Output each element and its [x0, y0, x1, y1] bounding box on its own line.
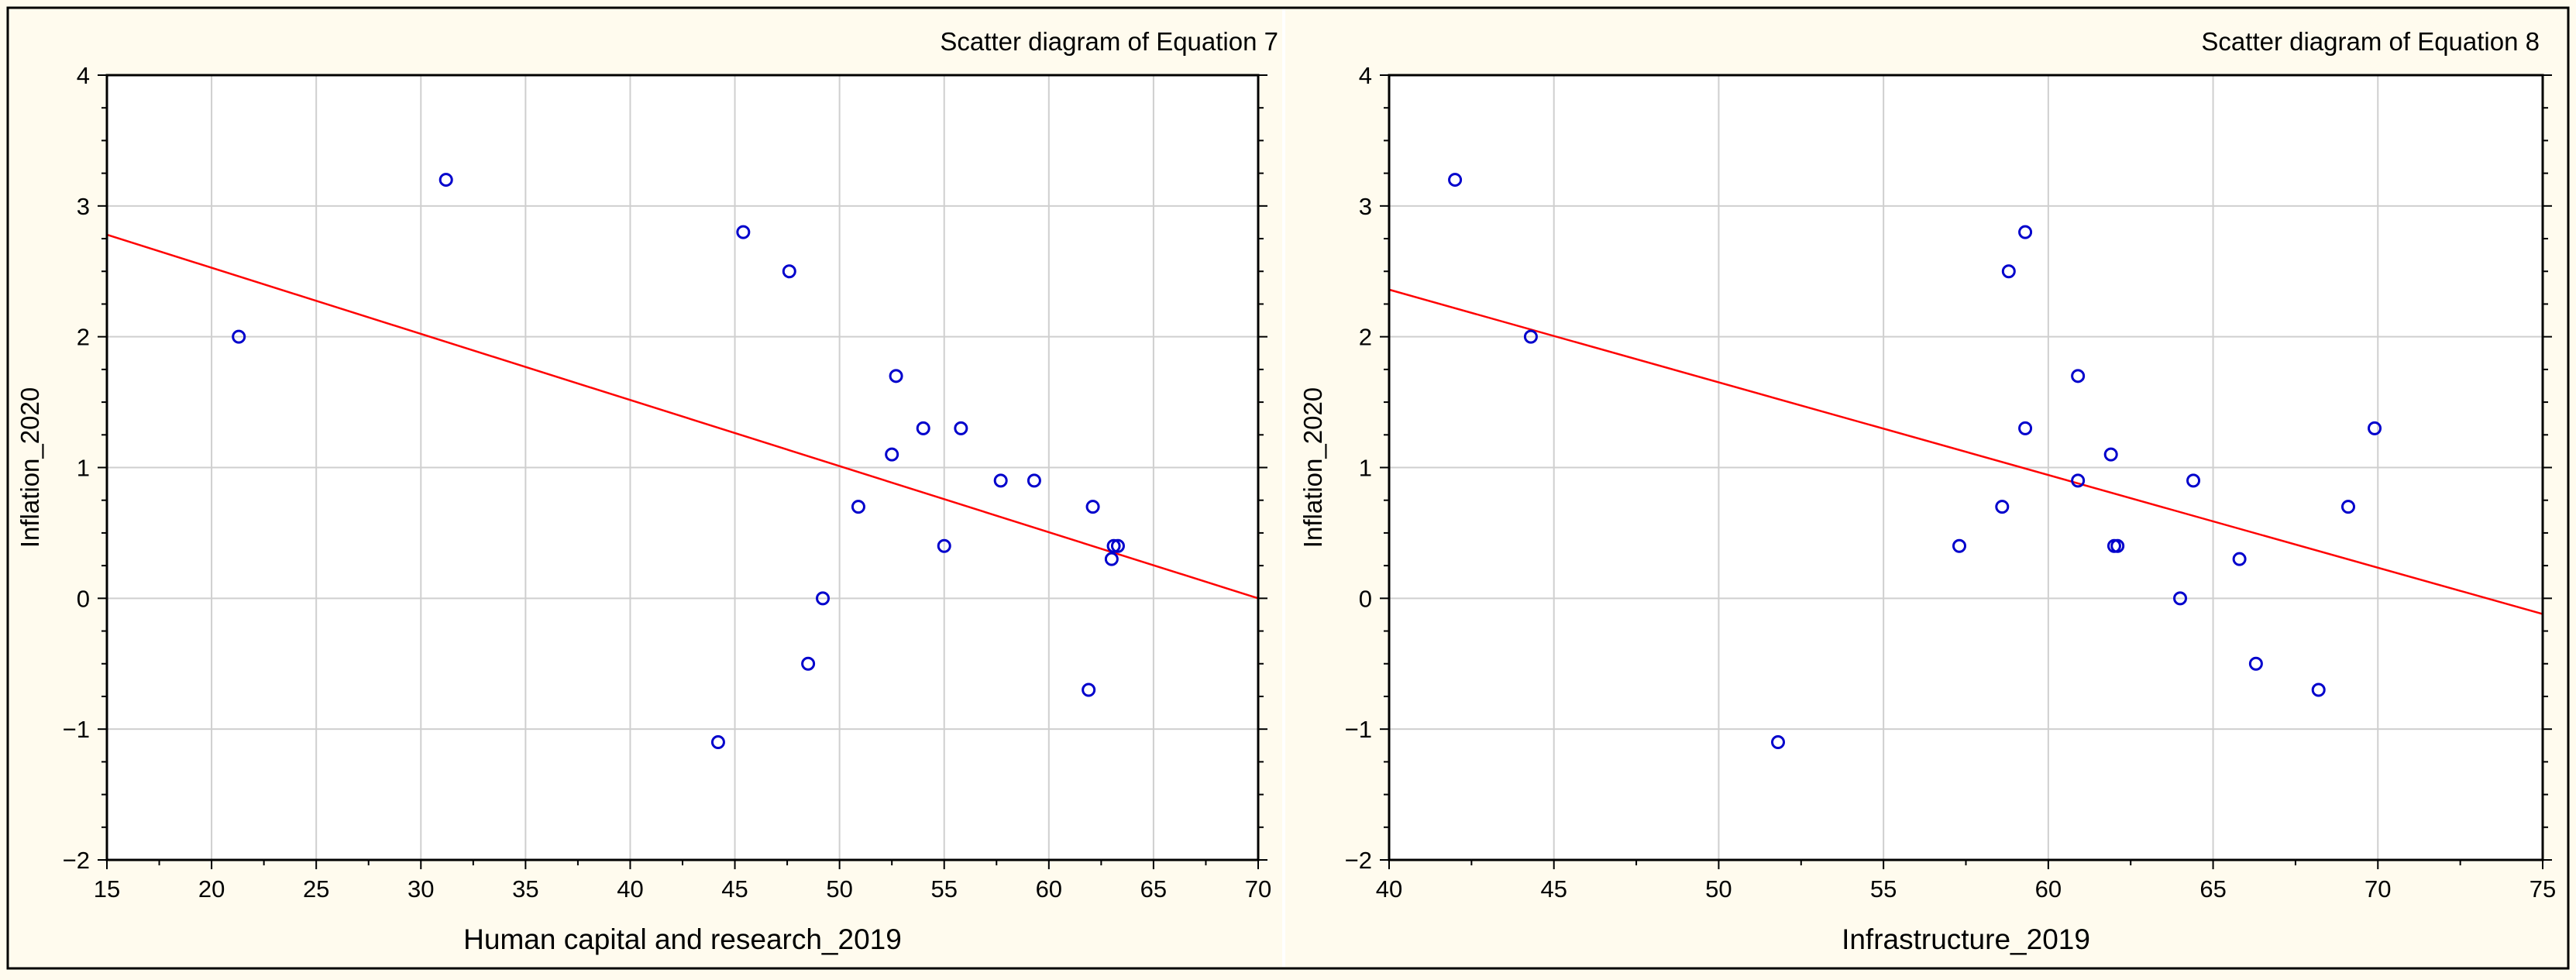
x-tick-label: 70 [2364, 875, 2391, 903]
x-tick-label: 40 [617, 875, 643, 903]
data-points [232, 173, 1125, 750]
y-tick-label: 4 [77, 62, 90, 89]
x-tick-label: 20 [198, 875, 225, 903]
data-point [954, 421, 968, 435]
data-point [1110, 538, 1125, 553]
x-axis-label: Human capital and research_2019 [463, 923, 902, 955]
y-tick-label: −2 [63, 847, 90, 874]
data-point [2368, 421, 2382, 435]
regression-line [106, 233, 1259, 600]
y-tick-label: −1 [1345, 716, 1372, 743]
data-point [1952, 538, 1966, 553]
panel-divider [1282, 9, 1285, 967]
x-tick-label: 35 [512, 875, 538, 903]
y-axis-label: Inflation_2020 [1298, 387, 1327, 548]
y-tick-label: 3 [77, 193, 90, 220]
data-point [937, 538, 951, 553]
y-tick-label: 3 [1359, 193, 1372, 220]
y-tick-label: −1 [63, 716, 90, 743]
x-tick-label: 50 [1705, 875, 1732, 903]
data-point [1085, 500, 1100, 514]
axis-ticks: 40 45 50 55 60 65 70 75 −2 −1 0 1 2 3 4 [1345, 62, 2557, 903]
axis-ticks: 15 20 25 30 35 40 45 50 55 60 65 70 −2 −1 0 1 2 3 4 [63, 62, 1272, 903]
data-point [2071, 369, 2086, 383]
x-tick-label: 25 [303, 875, 329, 903]
data-point [2018, 421, 2033, 435]
x-tick-label: 70 [1245, 875, 1271, 903]
data-point [2186, 473, 2201, 488]
y-tick-label: 1 [1359, 455, 1372, 482]
data-point [2248, 656, 2263, 671]
x-axis-label: Infrastructure_2019 [1842, 923, 2090, 955]
data-point [816, 591, 831, 606]
y-tick-label: −2 [1345, 847, 1372, 874]
y-tick-label: 2 [77, 324, 90, 351]
x-tick-label: 65 [2199, 875, 2226, 903]
data-point [1523, 329, 1538, 344]
data-point [2311, 683, 2326, 697]
chart-title: Scatter diagram of Equation 8 [2201, 27, 2540, 56]
data-point [710, 735, 725, 750]
x-tick-label: 60 [2035, 875, 2062, 903]
data-point [801, 656, 816, 671]
x-tick-label: 55 [1870, 875, 1897, 903]
data-point [2110, 538, 2125, 553]
data-point [439, 173, 453, 187]
plot-border [1388, 74, 2544, 861]
data-point [736, 225, 751, 239]
data-point [2232, 552, 2247, 566]
y-tick-label: 4 [1359, 62, 1372, 89]
data-point [2173, 591, 2188, 606]
data-point [1771, 735, 1786, 750]
x-tick-label: 30 [408, 875, 434, 903]
y-tick-label: 1 [77, 455, 90, 482]
y-tick-label: 2 [1359, 324, 1372, 351]
data-point [2340, 500, 2355, 514]
x-tick-label: 45 [1540, 875, 1567, 903]
data-point [889, 369, 903, 383]
x-tick-label: 65 [1140, 875, 1167, 903]
data-point [993, 473, 1008, 488]
x-tick-label: 40 [1376, 875, 1402, 903]
data-point [885, 447, 899, 462]
data-point [2103, 447, 2118, 462]
fit-line-layer [1388, 288, 2543, 615]
x-tick-label: 60 [1036, 875, 1062, 903]
data-point [1027, 473, 1041, 488]
data-point [916, 421, 930, 435]
y-tick-label: 0 [77, 585, 90, 612]
data-point [782, 264, 796, 279]
x-tick-label: 50 [826, 875, 852, 903]
data-points [1448, 173, 2382, 750]
x-tick-label: 45 [721, 875, 748, 903]
data-point [1995, 500, 2010, 514]
data-point [1448, 173, 1463, 187]
x-tick-label: 75 [2530, 875, 2556, 903]
chart-title: Scatter diagram of Equation 7 [940, 27, 1278, 56]
x-tick-label: 55 [930, 875, 957, 903]
data-point [2001, 264, 2016, 279]
data-point [232, 329, 246, 344]
scatter-panel-equation-8: 40 45 50 55 60 65 70 75 −2 −1 0 1 2 3 4 Scatter diagra… [1298, 27, 2556, 955]
data-point [2071, 473, 2086, 488]
regression-line [1388, 288, 2543, 615]
data-point [1082, 683, 1096, 697]
scatter-panel-equation-7: 15 20 25 30 35 40 45 50 55 60 65 70 −2 −1 0 1 2 3 4 Scatte… [15, 27, 1278, 955]
data-point [1104, 552, 1119, 566]
data-point [851, 500, 865, 514]
y-axis-label: Inflation_2020 [15, 387, 44, 548]
fit-line-layer [106, 233, 1259, 600]
y-tick-label: 0 [1359, 585, 1372, 612]
data-point [2018, 225, 2033, 239]
x-tick-label: 15 [94, 875, 120, 903]
data-point [1106, 538, 1121, 553]
plot-border [105, 74, 1260, 861]
